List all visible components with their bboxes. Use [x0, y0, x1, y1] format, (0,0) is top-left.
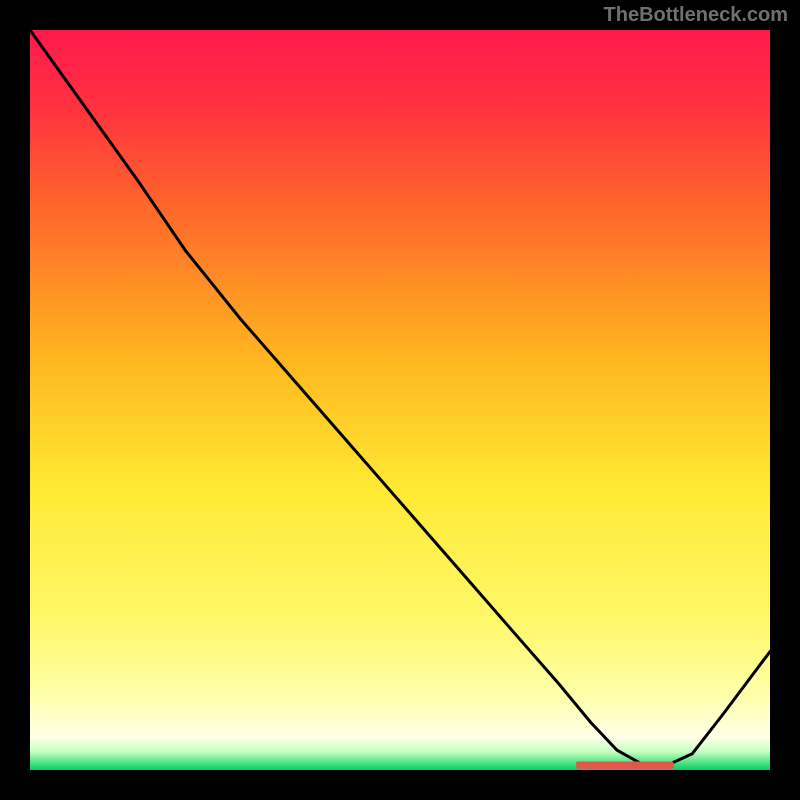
- attribution-text: TheBottleneck.com: [604, 4, 788, 27]
- marker-region: [576, 761, 674, 768]
- chart-plot-area: [30, 30, 770, 770]
- chart-svg: [30, 30, 770, 770]
- chart-background: [30, 30, 770, 770]
